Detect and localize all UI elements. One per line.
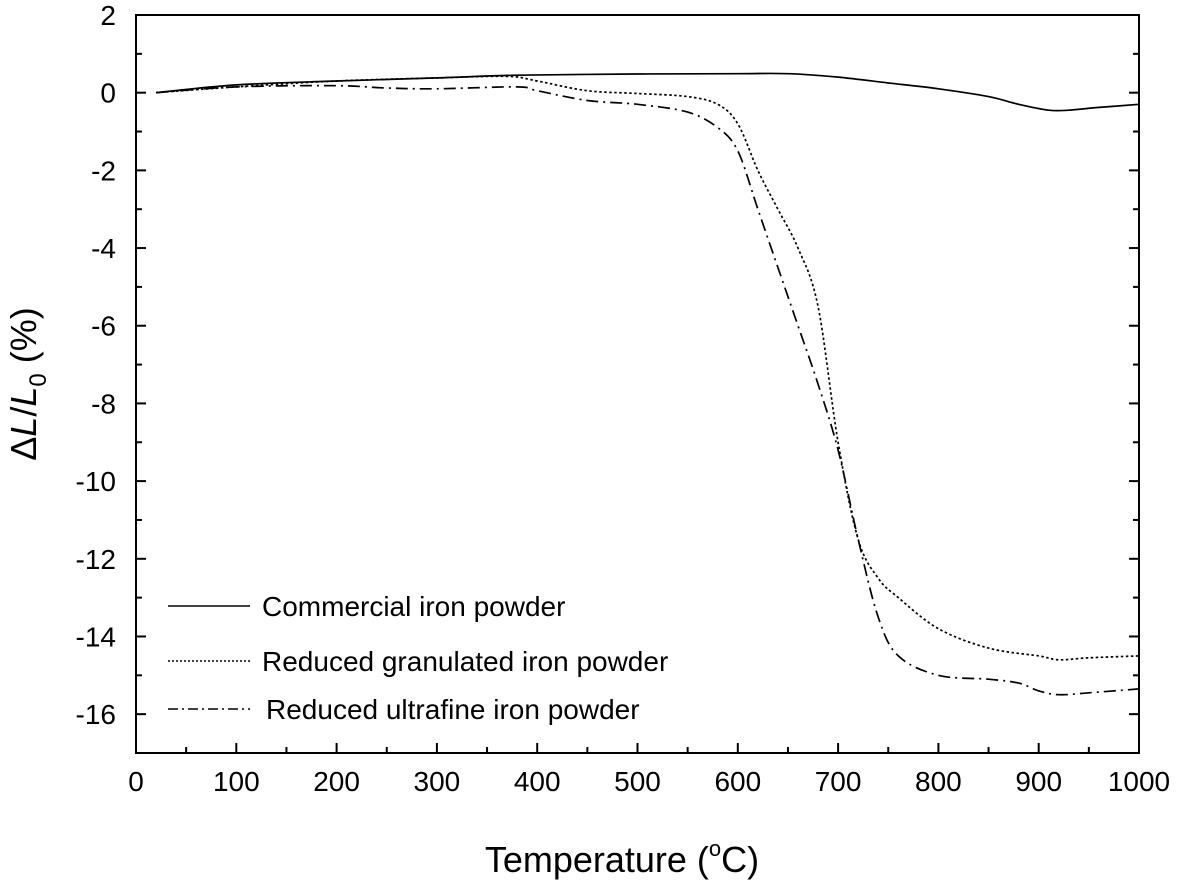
series-line-ultrafine xyxy=(156,84,1140,696)
y-tick-label: -12 xyxy=(76,544,116,575)
legend: Commercial iron powder Reduced granulate… xyxy=(168,591,668,725)
x-tick-label: 300 xyxy=(414,766,461,797)
y-tick-label: 2 xyxy=(100,0,116,31)
x-tick-label: 200 xyxy=(313,766,360,797)
x-tick-label: 500 xyxy=(614,766,661,797)
x-tick-label: 100 xyxy=(213,766,260,797)
axis-ticks xyxy=(135,14,1140,754)
y-axis-title: ΔL/L0 (%) xyxy=(3,307,52,460)
series-line-commercial xyxy=(156,72,1140,112)
legend-label-granulated: Reduced granulated iron powder xyxy=(262,646,668,677)
x-tick-label: 900 xyxy=(1015,766,1062,797)
x-tick-label: 800 xyxy=(915,766,962,797)
y-tick-label: 0 xyxy=(100,78,116,109)
x-tick-label: 700 xyxy=(815,766,862,797)
legend-label-ultrafine: Reduced ultrafine iron powder xyxy=(266,694,640,725)
x-tick-labels: 0 100 200 300 400 500 600 700 800 900 1000 xyxy=(128,766,1170,797)
y-tick-label: -4 xyxy=(91,233,116,264)
x-tick-label: 0 xyxy=(128,766,144,797)
x-axis-title: Temperature (oC) xyxy=(485,836,759,880)
y-tick-label: -6 xyxy=(91,311,116,342)
y-tick-label: -2 xyxy=(91,155,116,186)
x-tick-label: 600 xyxy=(714,766,761,797)
x-tick-label: 1000 xyxy=(1108,766,1170,797)
legend-label-commercial: Commercial iron powder xyxy=(262,591,565,622)
y-tick-label: -14 xyxy=(76,621,116,652)
y-tick-label: -16 xyxy=(76,699,116,730)
plot-frame xyxy=(135,14,1140,754)
x-tick-label: 400 xyxy=(514,766,561,797)
y-tick-label: -10 xyxy=(76,466,116,497)
series-line-granulated xyxy=(156,75,1140,661)
series-lines xyxy=(156,72,1140,696)
y-tick-labels: 2 0 -2 -4 -6 -8 -10 -12 -14 -16 xyxy=(76,0,116,730)
y-tick-label: -8 xyxy=(91,388,116,419)
